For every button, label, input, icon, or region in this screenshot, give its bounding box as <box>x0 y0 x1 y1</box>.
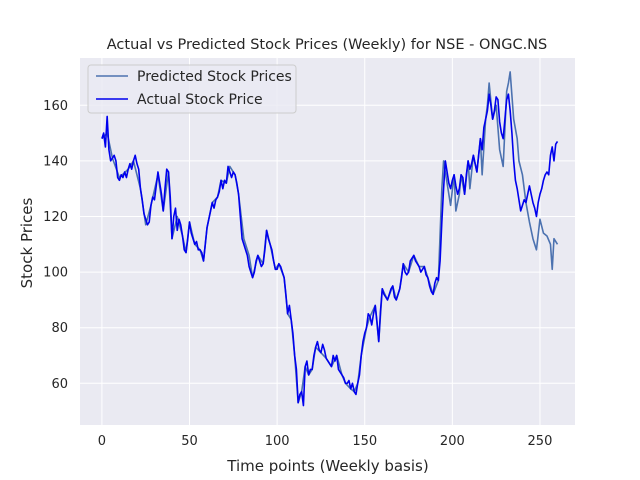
y-tick-label: 140 <box>43 154 68 169</box>
x-tick-labels: 0 50 100 150 200 250 <box>98 434 553 449</box>
y-tick-label: 80 <box>51 321 68 336</box>
y-tick-label: 120 <box>43 210 68 225</box>
legend-box <box>87 64 297 114</box>
grid-lines <box>80 58 575 425</box>
series-layer <box>101 71 559 407</box>
x-tick-label: 0 <box>98 434 106 449</box>
y-tick-labels: 60 80 100 120 140 160 <box>43 99 68 392</box>
y-tick-label: 160 <box>43 99 68 114</box>
actual-series-line <box>101 93 559 407</box>
y-axis-label: Stock Prices <box>18 197 36 288</box>
y-tick-label: 100 <box>43 266 68 281</box>
x-tick-label: 100 <box>265 434 290 449</box>
chart-title: Actual vs Predicted Stock Prices (Weekly… <box>107 37 547 53</box>
legend-label-predicted: Predicted Stock Prices <box>137 69 292 85</box>
legend: Predicted Stock Prices Actual Stock Pric… <box>87 64 297 114</box>
x-tick-label: 150 <box>352 434 377 449</box>
x-tick-label: 250 <box>528 434 553 449</box>
x-axis-label: Time points (Weekly basis) <box>226 457 428 475</box>
legend-label-actual: Actual Stock Price <box>137 92 263 108</box>
x-tick-label: 200 <box>440 434 465 449</box>
x-tick-label: 50 <box>181 434 198 449</box>
y-tick-label: 60 <box>51 377 68 392</box>
